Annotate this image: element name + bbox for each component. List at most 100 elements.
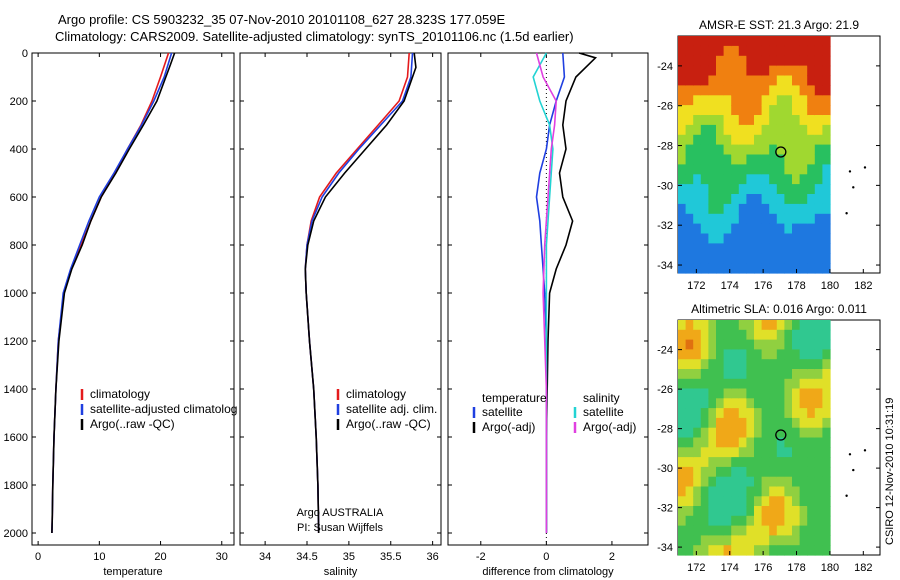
sst-cell [723,164,732,175]
sst-cell [723,124,732,136]
sst-cell [723,154,732,165]
sst-cell [799,154,808,165]
sst-cell [731,233,740,244]
sla-cell [746,486,755,497]
sst-cell [685,85,694,96]
sst-cell [723,194,732,205]
sst-cell [822,85,831,96]
sst-cell [807,45,816,57]
sla-cell [799,359,808,370]
sla-cell [678,359,687,370]
sst-cell [731,75,740,86]
sst-cell [731,95,740,106]
sla-cell [814,388,823,399]
sla-cell [807,388,816,399]
sla-cell [693,388,702,399]
sla-cell [746,378,755,390]
sst_map-xtick-label: 176 [754,280,772,292]
sla-cell [792,329,801,341]
sst-cell [769,184,778,195]
sla-cell [807,437,816,448]
sla-cell [738,339,747,350]
sla-cell [685,398,694,409]
sst-cell [716,65,725,77]
sla-cell [754,359,763,370]
sla-cell [716,339,725,350]
sla-cell [776,427,785,439]
sst-cell [792,45,801,57]
sst-cell [807,203,816,215]
sla-cell [723,349,732,360]
sla-cell [814,535,823,546]
sla-cell [792,427,801,439]
sst-cell [685,184,694,195]
sst-cell [769,233,778,244]
sla-cell [792,486,801,497]
sst-cell [799,144,808,156]
sst-cell [708,233,717,244]
sst-cell [792,194,801,205]
sst-cell [814,144,823,156]
sla-cell [678,369,687,380]
sst-cell [754,164,763,175]
sla-cell [678,496,687,507]
sla-cell [678,506,687,517]
sst-cell [723,213,732,225]
sla-cell [814,320,823,331]
sst-cell [723,233,732,244]
sst-cell [738,55,747,67]
diff-legend-label: Argo(-adj) [482,420,535,434]
sst-cell [731,164,740,175]
sla-cell [807,466,816,478]
sla-cell [746,359,755,370]
sst-cell [761,45,770,57]
sla-cell [784,486,793,497]
sst-cell [754,213,763,225]
sst-cell [761,243,770,254]
sla-cell [700,486,709,497]
sla-cell [678,525,687,536]
sst-cell [799,164,808,175]
sst-cell [678,263,687,274]
sst-cell [738,184,747,195]
sla-cell [678,388,687,399]
sst-cell [776,65,785,77]
sst-cell [700,45,709,57]
sla-cell [754,408,763,419]
sst-cell [792,134,801,146]
sst-cell [776,243,785,254]
sst-cell [799,36,808,47]
sst-cell [761,115,770,126]
sla-cell [814,417,823,429]
sla-cell [754,466,763,478]
sst-cell [761,134,770,146]
sst_map-argo-marker [775,146,787,158]
sst-cell [700,36,709,47]
salinity-xtick-label: 35.5 [380,551,401,563]
sla-cell [822,496,831,507]
sla-cell [685,506,694,517]
sla-cell [746,408,755,419]
sst-cell [761,55,770,67]
sst-cell [685,154,694,165]
sst-cell [776,253,785,264]
sst-cell [700,263,709,274]
sla-cell [799,466,808,478]
sst-cell [792,144,801,156]
sla-cell [716,506,725,517]
sst-cell [792,124,801,136]
sst-cell [807,184,816,195]
sla-cell [716,329,725,341]
sla-cell [708,427,717,439]
sla-cell [700,535,709,546]
sla-cell [708,359,717,370]
sla-cell [807,359,816,370]
sla-cell [761,408,770,419]
sst-cell [693,85,702,96]
sla-cell [784,427,793,439]
sla-cell [754,417,763,429]
sla-cell [685,515,694,527]
sst-cell [799,203,808,215]
sla-cell [693,545,702,556]
sla-cell [716,398,725,409]
